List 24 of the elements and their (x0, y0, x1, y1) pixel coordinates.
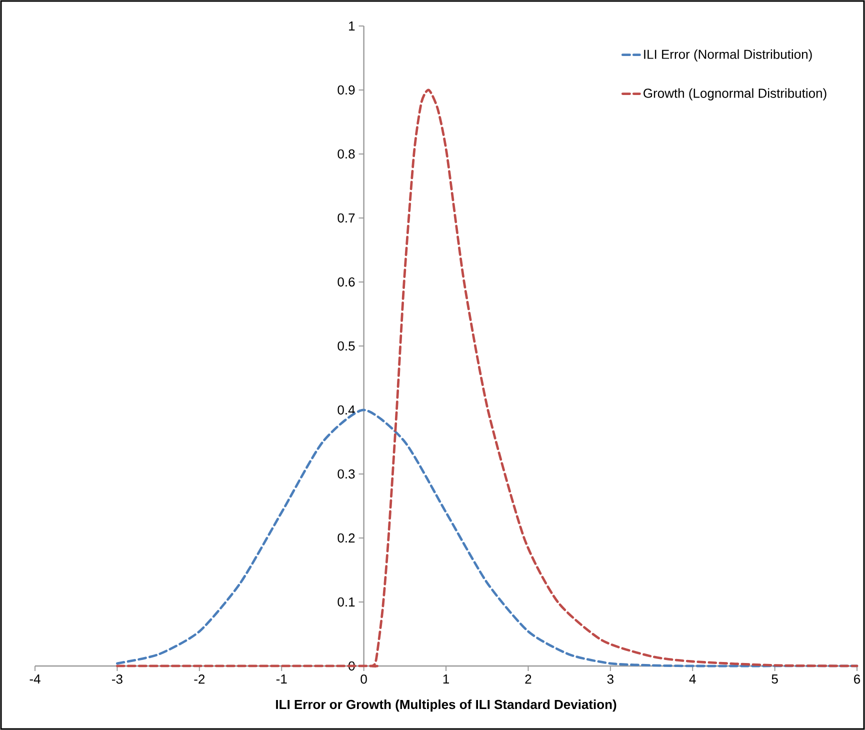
x-tick-label: 0 (360, 674, 367, 684)
y-tick-label: 0.7 (338, 213, 355, 223)
y-tick-label: 0.5 (338, 341, 355, 351)
y-tick-label: 0.2 (338, 533, 355, 543)
y-tick-label: 0.8 (338, 149, 355, 159)
x-tick-label: 6 (854, 674, 860, 684)
y-tick-label: 0.9 (338, 85, 355, 95)
x-tick-label: 3 (607, 674, 614, 684)
x-tick-label: -4 (30, 674, 40, 684)
x-tick-label: 1 (443, 674, 449, 684)
y-tick-label: 1 (349, 22, 355, 30)
x-tick-label: -1 (276, 674, 287, 684)
x-tick-label: -2 (194, 674, 205, 684)
x-tick-label: 5 (772, 674, 778, 684)
x-tick-label: -3 (112, 674, 122, 684)
legend-label: ILI Error (Normal Distribution) (644, 49, 812, 62)
x-tick-label: 2 (525, 674, 532, 684)
legend-label: Growth (Lognormal Distribution) (644, 88, 826, 100)
x-tick-label: 4 (689, 674, 696, 684)
y-tick-label: 0.4 (338, 405, 355, 415)
y-tick-label: 0.3 (338, 469, 355, 479)
y-tick-label: 0.6 (338, 277, 355, 287)
x-axis-title: ILI Error or Growth (Multiples of ILI Standard Deviation) (276, 700, 616, 712)
y-tick-label: 0.1 (338, 597, 355, 607)
